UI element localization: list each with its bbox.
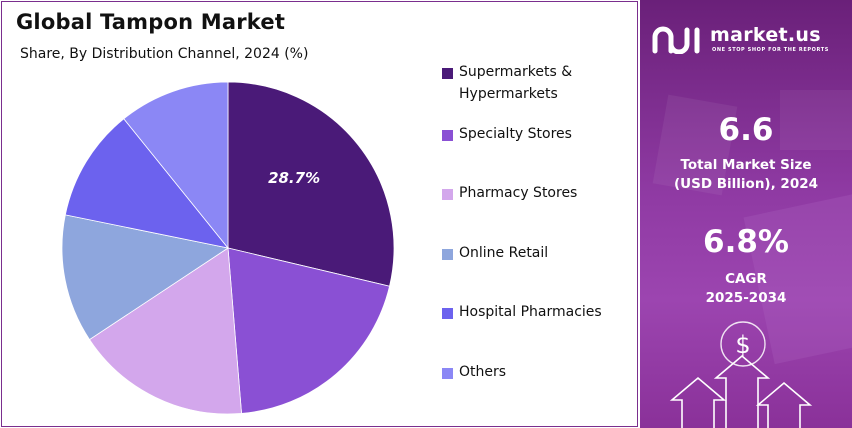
- legend-swatch: [442, 68, 453, 79]
- legend-label-line: Supermarkets &: [459, 64, 573, 80]
- legend-label: Hospital Pharmacies: [459, 304, 602, 320]
- pie-slice-2: [227, 247, 391, 414]
- brand-name: market.us: [710, 24, 821, 46]
- pie-slice-4: [61, 214, 230, 341]
- legend-swatch: [442, 249, 453, 260]
- growth-arrows-icon: $: [669, 321, 813, 428]
- legend-swatch: [442, 130, 453, 141]
- legend-label: Others: [459, 364, 507, 380]
- legend-label-line: Hypermarkets: [459, 86, 558, 102]
- cagr-value: 6.8%: [703, 224, 789, 260]
- cagr-label-line: CAGR: [725, 271, 767, 287]
- chart-title: Global Tampon Market: [16, 10, 286, 34]
- legend-item-pharmacy-stores: Pharmacy Stores: [442, 185, 637, 204]
- pie-data-label: 28.7%: [268, 169, 320, 187]
- pie-slice-3: [88, 247, 242, 415]
- legend-item-others: Others: [442, 364, 637, 383]
- pie-slice-6: [123, 81, 229, 250]
- market-us-logo-icon: [652, 26, 700, 54]
- panel-background-decoration: [652, 90, 852, 365]
- legend-swatch: [442, 308, 453, 319]
- legend-item-supermarkets: Supermarkets & Hypermarkets: [442, 64, 637, 105]
- chart-subtitle: Share, By Distribution Channel, 2024 (%): [20, 46, 309, 62]
- market-size-label-line: Total Market Size: [680, 157, 812, 173]
- market-size-value: 6.6: [718, 112, 774, 148]
- market-size-label: Total Market Size (USD Billion), 2024: [640, 156, 852, 194]
- legend-swatch: [442, 368, 453, 379]
- cagr-label: CAGR 2025-2034: [640, 270, 852, 308]
- legend-swatch: [442, 189, 453, 200]
- brand: market.us ONE STOP SHOP FOR THE REPORTS: [652, 22, 847, 56]
- legend-item-hospital-pharmacies: Hospital Pharmacies: [442, 304, 637, 323]
- legend-label: Supermarkets & Hypermarkets: [459, 61, 572, 105]
- pie-chart: 28.7%: [61, 81, 395, 415]
- side-panel: market.us ONE STOP SHOP FOR THE REPORTS …: [640, 0, 852, 428]
- market-size-label-line: (USD Billion), 2024: [673, 176, 819, 192]
- pie-slice-1: [227, 81, 395, 287]
- legend-item-online-retail: Online Retail: [442, 245, 637, 264]
- chart-frame: Global Tampon Market Share, By Distribut…: [1, 1, 638, 427]
- legend-label: Pharmacy Stores: [459, 185, 578, 201]
- svg-text:$: $: [735, 331, 750, 359]
- cagr-label-line: 2025-2034: [705, 290, 787, 306]
- pie-slice-5: [64, 118, 230, 249]
- legend-label: Online Retail: [459, 245, 549, 261]
- brand-tagline: ONE STOP SHOP FOR THE REPORTS: [712, 47, 829, 53]
- legend-item-specialty-stores: Specialty Stores: [442, 126, 637, 145]
- legend-label: Specialty Stores: [459, 126, 572, 142]
